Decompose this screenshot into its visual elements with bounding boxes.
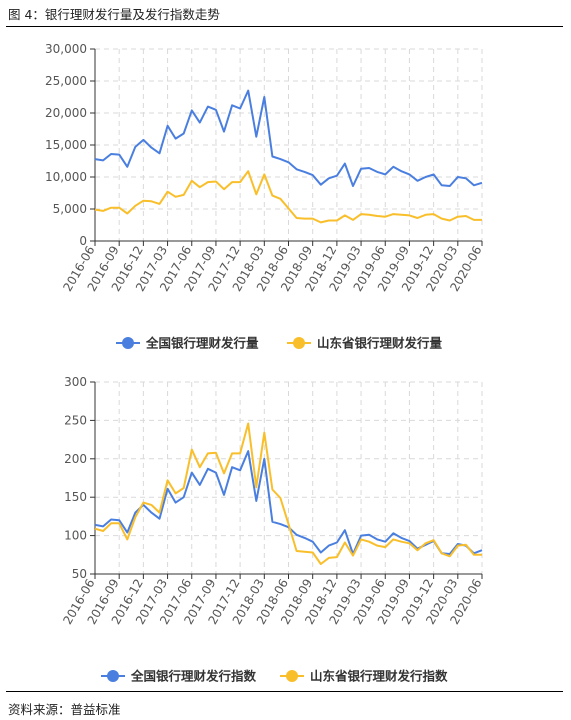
figure-source: 资料来源：普益标准 — [8, 702, 121, 717]
y-tick-label: 5,000 — [53, 202, 87, 216]
y-tick-label: 200 — [64, 452, 87, 466]
y-tick-label: 30,000 — [45, 42, 87, 56]
top-rule — [6, 26, 563, 27]
legend-marker-icon — [293, 337, 305, 349]
legend-marker-icon — [122, 337, 134, 349]
y-tick-label: 10,000 — [45, 170, 87, 184]
series-line-national — [94, 89, 483, 187]
series-line-shandong — [94, 170, 482, 224]
y-tick-label: 15,000 — [45, 138, 87, 152]
y-tick-label: 25,000 — [45, 74, 87, 88]
legend-label: 全国银行理财发行量 — [145, 336, 259, 351]
figure-title: 图 4：银行理财发行量及发行指数走势 — [8, 7, 220, 22]
y-tick-label: 100 — [64, 529, 87, 543]
y-tick-label: 50 — [72, 567, 87, 581]
y-tick-label: 300 — [64, 375, 87, 389]
y-tick-label: 250 — [64, 413, 87, 427]
y-tick-label: 150 — [64, 490, 87, 504]
bottom-rule — [6, 691, 563, 692]
series-line-shandong — [94, 422, 482, 565]
legend-marker-icon — [107, 670, 119, 682]
y-tick-label: 0 — [79, 234, 87, 248]
legend-label: 山东省银行理财发行量 — [317, 336, 443, 351]
y-tick-label: 20,000 — [45, 106, 87, 120]
legend-label: 全国银行理财发行指数 — [130, 669, 257, 684]
volume-line-chart: 05,00010,00015,00020,00025,00030,0002016… — [45, 42, 485, 351]
legend-label: 山东省银行理财发行指数 — [310, 669, 448, 684]
legend-marker-icon — [286, 670, 298, 682]
